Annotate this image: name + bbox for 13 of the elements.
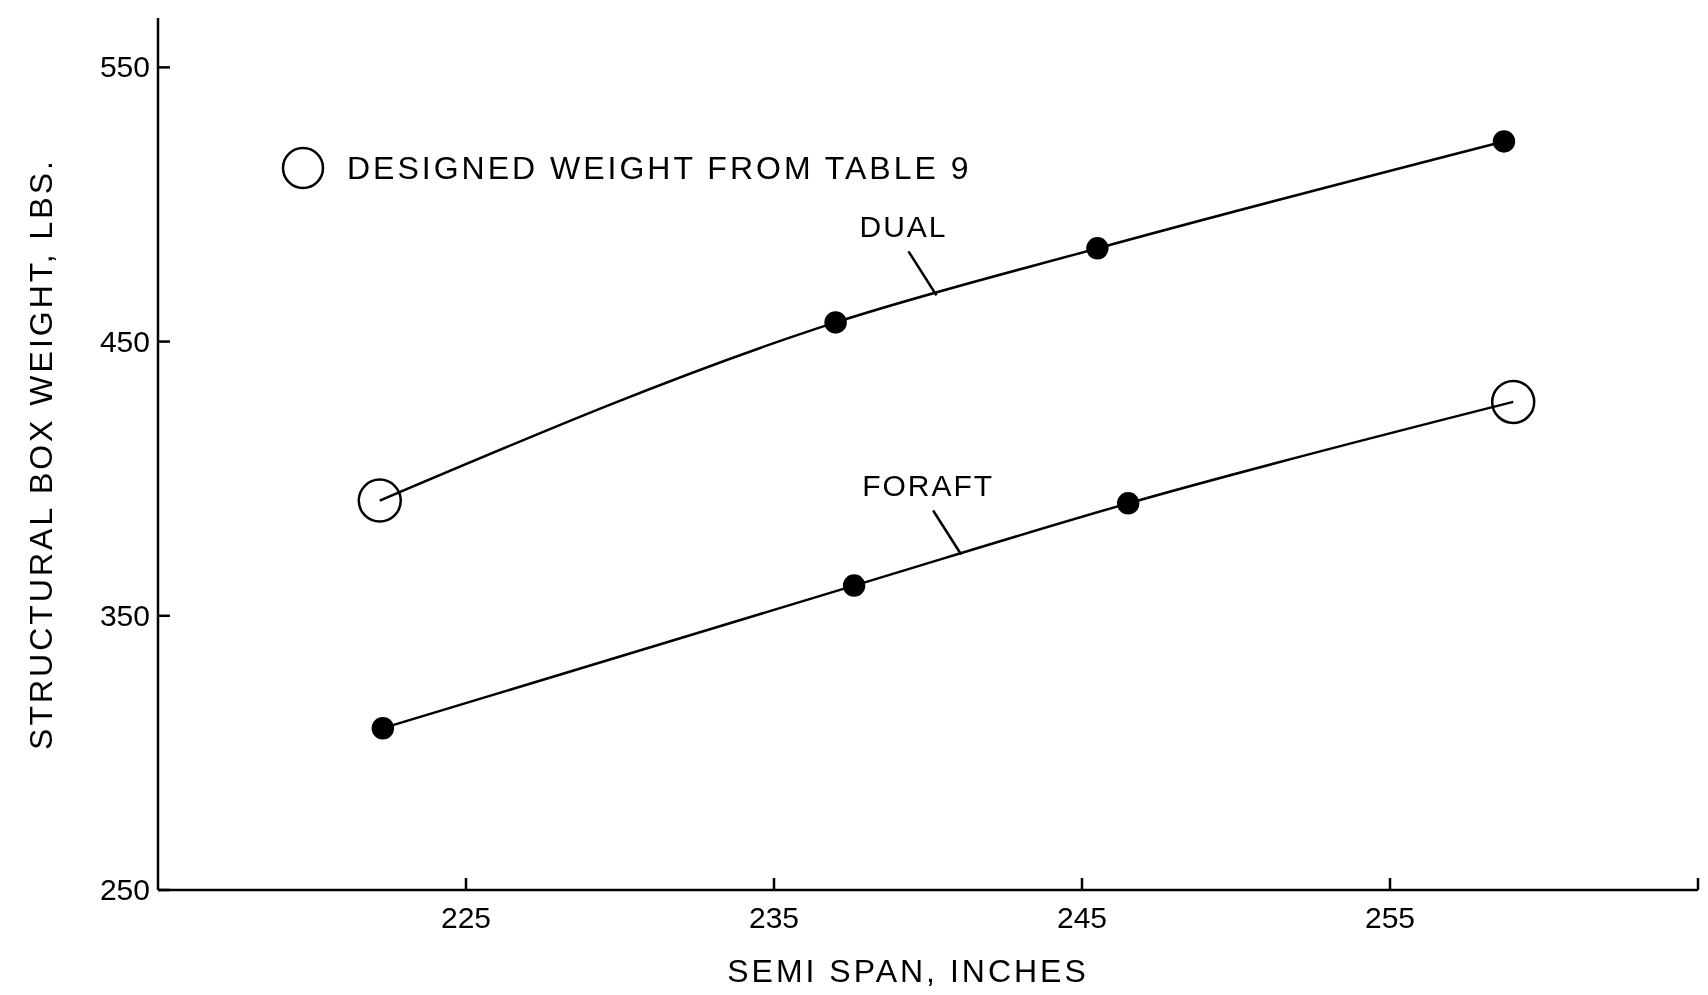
x-tick-label: 255 [1364,901,1416,934]
y-tick-label: 250 [99,873,150,906]
x-tick-label: 235 [748,901,800,934]
y-tick-label: 450 [99,324,150,358]
legend-label: DESIGNED WEIGHT FROM TABLE 9 [347,150,972,186]
x-axis-title: SEMI SPAN, INCHES [727,953,1089,989]
x-tick-label: 245 [1056,901,1108,934]
x-tick-label: 225 [440,901,492,934]
y-tick-label: 550 [99,50,150,84]
y-axis-title: STRUCTURAL BOX WEIGHT, LBS. [23,158,59,750]
y-tick-label: 350 [99,598,150,632]
series-label: FORAFT [862,469,995,503]
series-label: DUAL [859,210,948,244]
